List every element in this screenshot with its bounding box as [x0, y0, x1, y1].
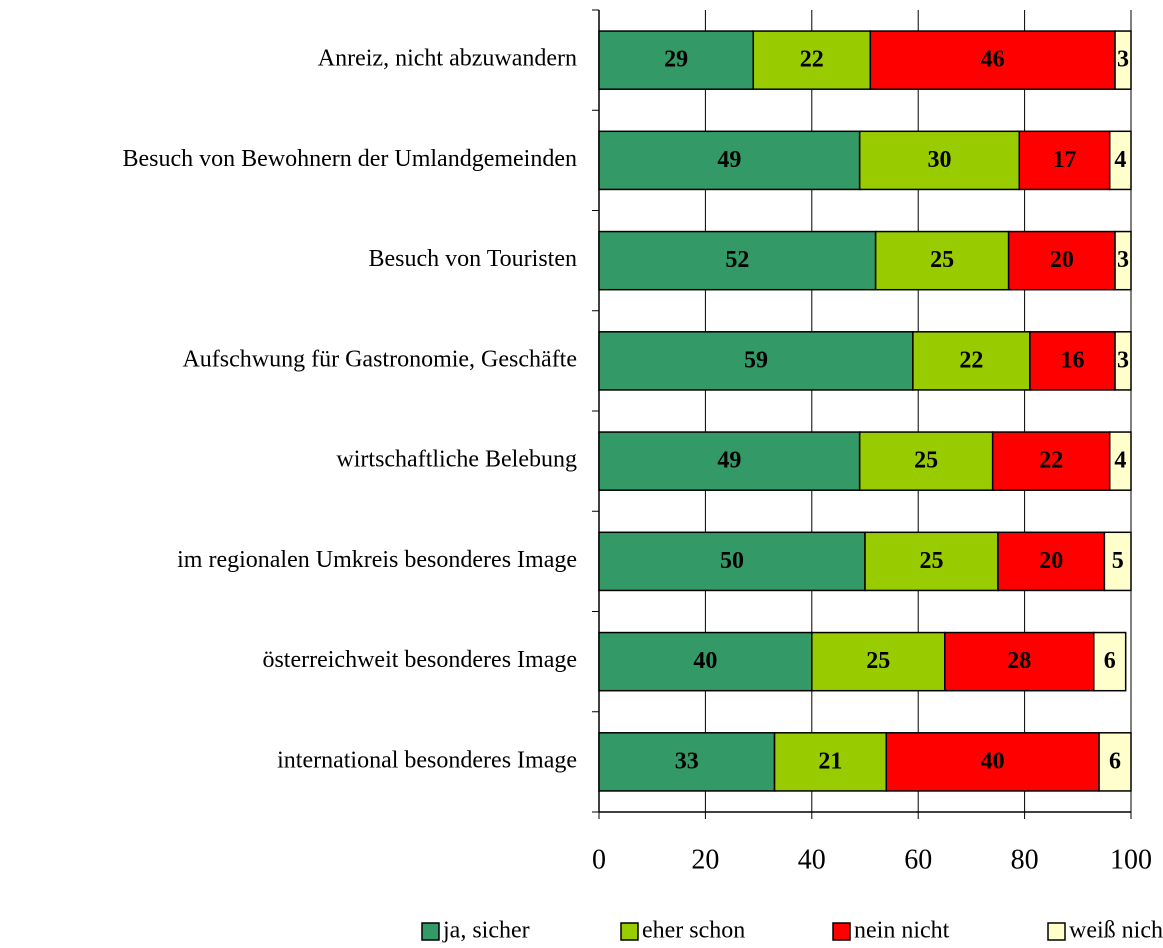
data-label: 25: [920, 548, 944, 574]
bar-segment: [1114, 331, 1132, 391]
data-label: 3: [1117, 247, 1129, 273]
data-label: 3: [1117, 347, 1129, 373]
data-label: 6: [1104, 648, 1116, 674]
category-label: Aufschwung für Gastronomie, Geschäfte: [182, 346, 577, 372]
category-label: Anreiz, nicht abzuwandern: [318, 46, 577, 72]
data-label: 59: [744, 347, 768, 373]
data-label: 46: [981, 47, 1005, 73]
legend-label: weiß nicht: [1069, 918, 1163, 944]
category-label: Besuch von Bewohnern der Umlandgemeinden: [122, 146, 577, 172]
legend-swatch: [1047, 922, 1066, 941]
x-tick-label: 40: [798, 844, 826, 875]
bar-segment: [1103, 531, 1132, 592]
legend-label: ja, sicher: [442, 918, 530, 944]
data-label: 30: [927, 147, 951, 173]
bar-segment: [1098, 732, 1132, 792]
data-label: 4: [1114, 448, 1126, 474]
bar-segment: [1093, 631, 1127, 692]
legend-label: nein nicht: [854, 918, 950, 944]
bar-segment: [773, 732, 888, 792]
bar-segment: [598, 30, 755, 90]
data-label: 20: [1039, 548, 1063, 574]
data-label: 25: [930, 247, 954, 273]
bar-segment: [1029, 331, 1116, 391]
bar-segment: [1007, 230, 1116, 291]
bar-segment: [1114, 30, 1132, 90]
category-label: international besonderes Image: [277, 747, 577, 773]
data-label: 4: [1114, 147, 1126, 173]
bar-segment: [1018, 130, 1111, 191]
category-label: Besuch von Touristen: [368, 246, 577, 272]
bar-segment: [874, 230, 1010, 291]
bar-segment: [598, 431, 861, 491]
data-label: 6: [1109, 748, 1121, 774]
bar-segment: [598, 130, 861, 191]
data-label: 40: [981, 748, 1005, 774]
bar-segment: [997, 531, 1106, 592]
data-label: 21: [818, 748, 842, 774]
x-tick-label: 60: [904, 844, 932, 875]
data-label: 3: [1117, 47, 1129, 73]
legend-swatch: [620, 922, 639, 941]
bar-segment: [912, 331, 1031, 391]
data-label: 25: [914, 448, 938, 474]
x-tick-label: 80: [1011, 844, 1039, 875]
data-label: 29: [664, 47, 688, 73]
data-label: 52: [725, 247, 749, 273]
bar-segment: [598, 531, 866, 592]
data-label: 16: [1060, 347, 1084, 373]
bar-segment: [991, 431, 1111, 491]
legend-label: eher schon: [642, 918, 745, 944]
data-label: 22: [1039, 448, 1063, 474]
category-label: österreichweit besonderes Image: [262, 647, 577, 673]
legend-swatch: [832, 922, 851, 941]
data-label: 20: [1050, 247, 1074, 273]
bar-segment: [1114, 230, 1132, 291]
data-label: 49: [717, 147, 741, 173]
category-label: im regionalen Umkreis besonderes Image: [177, 547, 577, 573]
data-label: 50: [720, 548, 744, 574]
data-label: 22: [959, 347, 983, 373]
x-tick-label: 0: [592, 844, 606, 875]
bar-segment: [811, 631, 946, 692]
legend-swatch: [421, 922, 440, 941]
bar-segment: [598, 631, 813, 692]
data-label: 49: [717, 448, 741, 474]
data-label: 28: [1007, 648, 1031, 674]
bar-segment: [869, 30, 1116, 90]
bar-segment: [1108, 431, 1132, 491]
category-label: wirtschaftliche Belebung: [336, 447, 577, 473]
bar-segment: [752, 30, 872, 90]
bar-segment: [598, 230, 877, 291]
data-label: 5: [1112, 548, 1124, 574]
bar-segment: [1108, 130, 1132, 191]
data-label: 17: [1053, 147, 1077, 173]
data-label: 25: [866, 648, 890, 674]
x-tick-label: 100: [1110, 844, 1152, 875]
bar-segment: [885, 732, 1100, 792]
data-label: 33: [675, 748, 699, 774]
bar-segment: [598, 732, 776, 792]
data-label: 22: [800, 47, 824, 73]
x-tick-label: 20: [691, 844, 719, 875]
data-label: 40: [693, 648, 717, 674]
